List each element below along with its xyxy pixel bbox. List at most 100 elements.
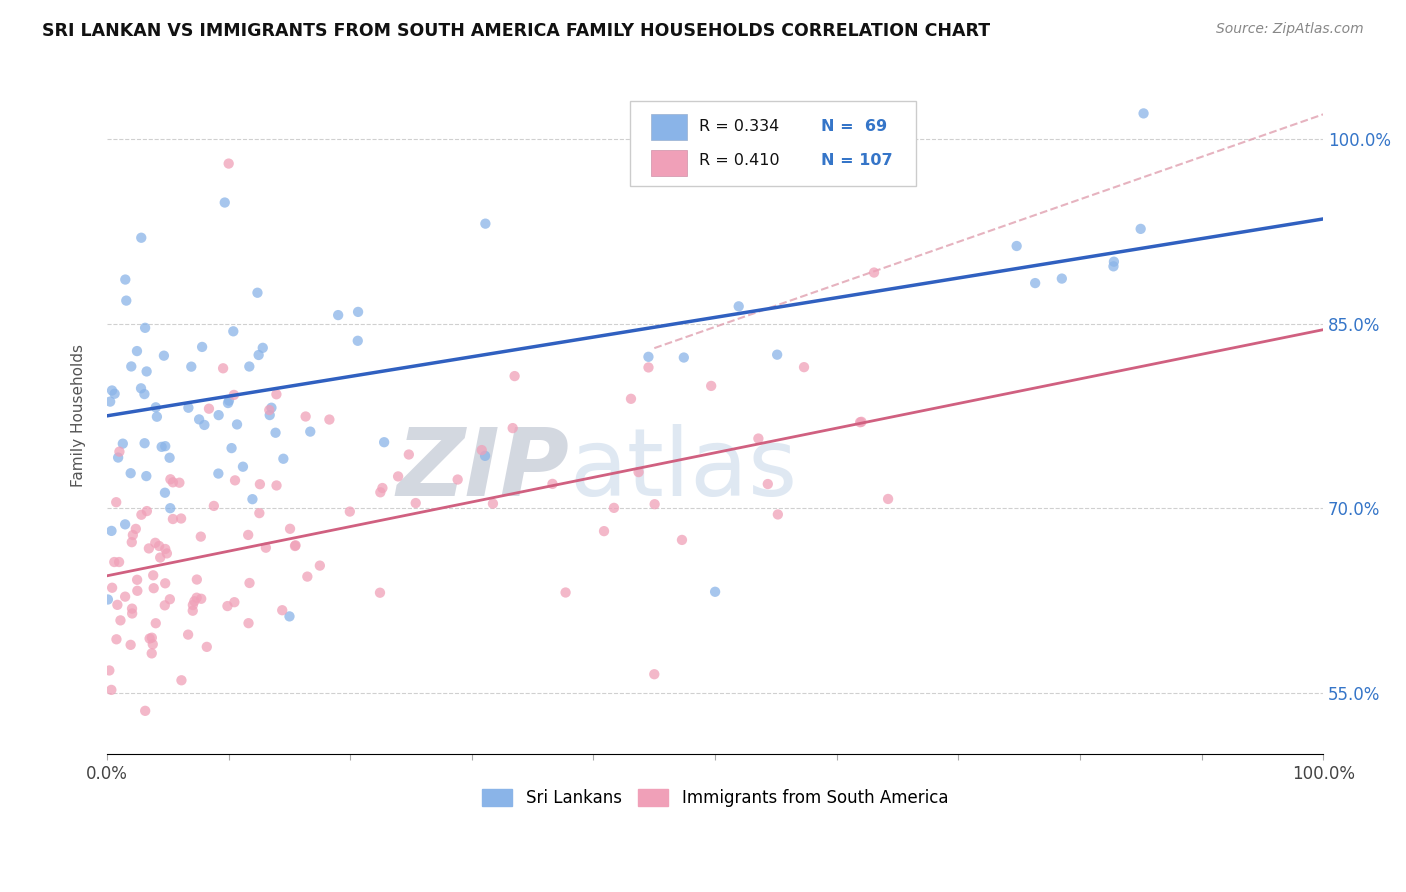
Point xyxy=(541,476,564,491)
Point xyxy=(135,504,157,518)
Point xyxy=(346,334,368,348)
Point xyxy=(103,555,125,569)
Bar xyxy=(651,151,688,176)
Point xyxy=(142,637,165,651)
Point xyxy=(115,293,138,308)
Point xyxy=(153,576,176,591)
Point xyxy=(212,361,235,376)
Point xyxy=(252,341,274,355)
Point xyxy=(232,459,254,474)
Point xyxy=(183,594,205,608)
Point xyxy=(766,348,789,362)
Point xyxy=(299,425,322,439)
Point xyxy=(851,415,873,429)
Point xyxy=(120,467,142,481)
Point xyxy=(190,591,212,606)
Point xyxy=(100,682,122,697)
Point xyxy=(447,473,470,487)
Point xyxy=(756,477,779,491)
Bar xyxy=(651,114,688,139)
Point xyxy=(704,584,727,599)
Point xyxy=(100,524,122,538)
Point xyxy=(221,441,243,455)
Y-axis label: Family Households: Family Households xyxy=(72,344,86,487)
Point xyxy=(387,469,409,483)
Point xyxy=(186,573,208,587)
Point xyxy=(129,381,152,395)
Point xyxy=(238,359,260,374)
Point xyxy=(105,598,128,612)
Point xyxy=(266,387,288,401)
Point xyxy=(131,508,153,522)
Point xyxy=(284,538,307,552)
Point xyxy=(247,506,270,520)
Point xyxy=(121,535,143,549)
Point xyxy=(114,517,136,532)
Point xyxy=(159,450,181,465)
Point xyxy=(503,369,526,384)
Point xyxy=(218,156,240,170)
Point xyxy=(134,387,156,401)
Text: SRI LANKAN VS IMMIGRANTS FROM SOUTH AMERICA FAMILY HOUSEHOLDS CORRELATION CHART: SRI LANKAN VS IMMIGRANTS FROM SOUTH AMER… xyxy=(42,22,990,40)
Point xyxy=(153,599,176,613)
Point xyxy=(368,585,391,599)
Point xyxy=(121,528,143,542)
Point xyxy=(142,581,165,595)
Point xyxy=(127,573,149,587)
Point xyxy=(747,432,769,446)
Point xyxy=(101,581,124,595)
Point xyxy=(849,415,872,429)
Point xyxy=(482,497,505,511)
Point xyxy=(671,533,693,547)
Point xyxy=(108,444,131,458)
Point xyxy=(153,349,176,363)
Text: R = 0.410: R = 0.410 xyxy=(699,153,780,168)
Point xyxy=(877,491,900,506)
Point xyxy=(107,450,129,465)
Point xyxy=(224,595,246,609)
Point xyxy=(138,632,160,646)
Point xyxy=(222,324,245,338)
Point xyxy=(105,495,128,509)
Point xyxy=(162,475,184,490)
Point xyxy=(554,585,576,599)
Point xyxy=(727,299,749,313)
Point xyxy=(153,485,176,500)
Point xyxy=(141,647,163,661)
Point xyxy=(217,396,239,410)
Point xyxy=(644,497,666,511)
Point xyxy=(188,412,211,426)
Point xyxy=(110,613,132,627)
Point xyxy=(297,569,319,583)
Point xyxy=(129,231,152,245)
Point xyxy=(247,348,270,362)
Point xyxy=(177,401,200,415)
Point xyxy=(159,501,181,516)
Point xyxy=(238,616,260,631)
Point xyxy=(259,408,281,422)
Point xyxy=(114,272,136,286)
Point xyxy=(254,541,277,555)
Point xyxy=(318,412,340,426)
Point xyxy=(127,583,149,598)
Point xyxy=(637,350,659,364)
Point xyxy=(170,511,193,525)
Point xyxy=(217,599,239,613)
Point xyxy=(238,528,260,542)
Point xyxy=(98,664,121,678)
Point xyxy=(218,393,240,408)
Point xyxy=(238,576,260,591)
Point xyxy=(195,640,218,654)
Text: N = 107: N = 107 xyxy=(821,153,893,168)
Point xyxy=(155,541,177,556)
Text: Source: ZipAtlas.com: Source: ZipAtlas.com xyxy=(1216,22,1364,37)
Point xyxy=(398,448,420,462)
Point xyxy=(273,451,295,466)
Point xyxy=(271,603,294,617)
Point xyxy=(121,601,143,615)
Point xyxy=(156,546,179,560)
Point xyxy=(135,364,157,378)
Point xyxy=(242,492,264,507)
Point xyxy=(249,477,271,491)
Point xyxy=(471,443,494,458)
